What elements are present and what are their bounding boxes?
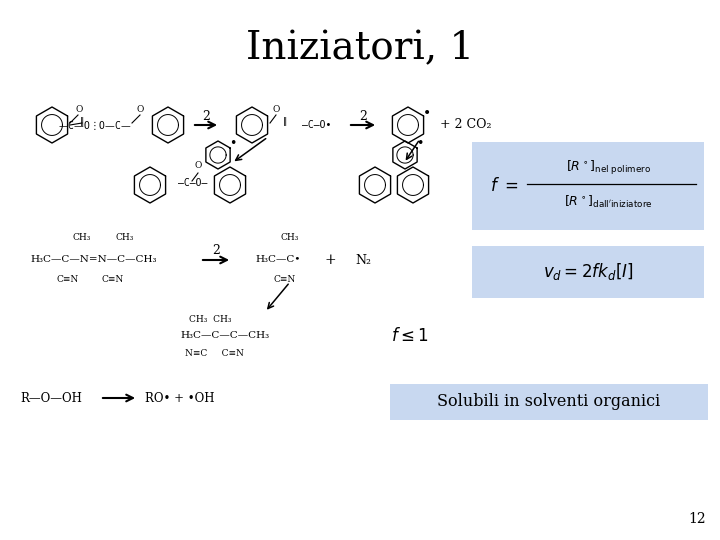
Text: $v_d = 2fk_d[I]$: $v_d = 2fk_d[I]$: [543, 261, 634, 282]
Text: H₃C—C•: H₃C—C•: [255, 255, 300, 265]
Text: CH₃: CH₃: [73, 233, 91, 242]
Text: CH₃: CH₃: [116, 233, 134, 242]
Bar: [472, 246, 704, 298]
Text: C≡N: C≡N: [274, 275, 296, 285]
Bar: [472, 142, 704, 230]
Text: •: •: [423, 106, 431, 120]
Text: •: •: [229, 137, 237, 150]
Text: RO• + •OH: RO• + •OH: [145, 392, 215, 404]
Text: $f \leq 1$: $f \leq 1$: [510, 161, 550, 179]
Text: 12: 12: [688, 512, 706, 526]
Text: N₂: N₂: [355, 253, 371, 267]
Text: + 2 CO₂: + 2 CO₂: [440, 118, 492, 132]
Text: 2: 2: [202, 111, 210, 124]
Text: O: O: [194, 160, 202, 170]
Text: $\|$: $\|$: [79, 116, 84, 129]
Text: Iniziatori, 1: Iniziatori, 1: [246, 30, 474, 67]
Text: O: O: [272, 105, 279, 113]
Text: •: •: [416, 137, 423, 150]
Text: $\|$: $\|$: [282, 116, 287, 129]
Bar: [390, 384, 708, 420]
Text: —C—O•: —C—O•: [302, 120, 331, 130]
Text: R—O—OH: R—O—OH: [20, 392, 82, 404]
Text: $[R^\circ]_{\mathrm{dall'iniziatore}}$: $[R^\circ]_{\mathrm{dall'iniziatore}}$: [564, 194, 652, 210]
Text: C≡N: C≡N: [102, 275, 124, 285]
Text: H₃C—C—C—CH₃: H₃C—C—C—CH₃: [180, 332, 269, 341]
Text: $f\ =$: $f\ =$: [490, 177, 518, 195]
Text: N≡C     C≡N: N≡C C≡N: [185, 348, 244, 357]
Text: CH₃: CH₃: [281, 233, 300, 242]
Text: 2: 2: [359, 111, 367, 124]
Text: O: O: [76, 105, 83, 113]
Text: Solubili in solventi organici: Solubili in solventi organici: [437, 394, 661, 410]
Text: +: +: [324, 253, 336, 267]
Text: C≡N: C≡N: [57, 275, 79, 285]
Text: $f \leq 1$: $f \leq 1$: [391, 327, 428, 345]
Text: H₃C—C—N=N—C—CH₃: H₃C—C—N=N—C—CH₃: [30, 255, 156, 265]
Text: $[R^\circ]_{\mathrm{nel\ polimero}}$: $[R^\circ]_{\mathrm{nel\ polimero}}$: [565, 159, 650, 177]
Text: 2: 2: [212, 245, 220, 258]
Text: O: O: [136, 105, 144, 113]
Text: —C—O$\vdots$O—C—: —C—O$\vdots$O—C—: [58, 118, 132, 132]
Text: —C—O—: —C—O—: [178, 178, 207, 188]
Text: CH₃  CH₃: CH₃ CH₃: [189, 315, 231, 325]
